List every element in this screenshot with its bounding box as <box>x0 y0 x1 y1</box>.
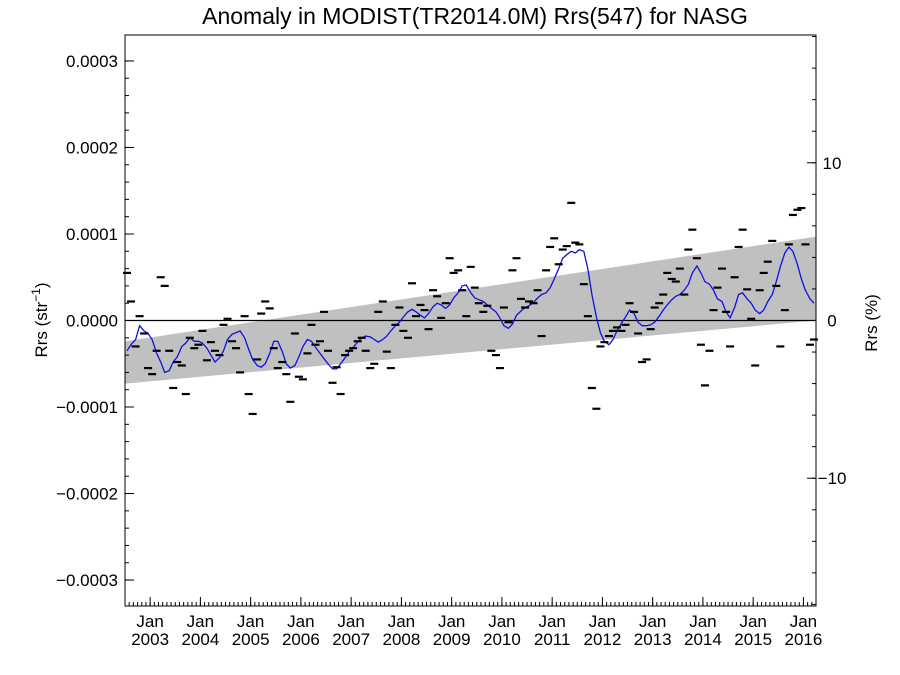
y-tick-label: −0.0002 <box>56 485 118 504</box>
y2-tick-label: 10 <box>823 154 842 173</box>
x-tick-month: Jan <box>589 612 616 631</box>
x-tick-year: 2016 <box>785 630 823 649</box>
x-tick-month: Jan <box>739 612 766 631</box>
x-tick-year: 2003 <box>131 630 169 649</box>
x-tick-month: Jan <box>237 612 264 631</box>
x-tick-month: Jan <box>187 612 214 631</box>
y-tick-label: 0.0000 <box>66 312 118 331</box>
y-axis-label: Rrs (str−1) <box>29 282 51 357</box>
y2-tick-label: 0 <box>827 312 836 331</box>
trend-band <box>125 236 816 384</box>
x-tick-month: Jan <box>287 612 314 631</box>
x-tick-year: 2004 <box>181 630 219 649</box>
x-tick-year: 2010 <box>483 630 521 649</box>
x-tick-year: 2012 <box>584 630 622 649</box>
x-tick-month: Jan <box>689 612 716 631</box>
x-tick-year: 2007 <box>332 630 370 649</box>
anomaly-line <box>126 245 815 374</box>
axes: 0.0003 0.0002 0.0001 0.0000 −0.0001 −0.0002 −0… <box>56 36 847 649</box>
x-tick-month: Jan <box>488 612 515 631</box>
x-tick-year: 2006 <box>282 630 320 649</box>
x-tick-year: 2005 <box>232 630 270 649</box>
x-tick-year: 2013 <box>634 630 672 649</box>
x-tick-year: 2008 <box>382 630 420 649</box>
x-tick-month: Jan <box>136 612 163 631</box>
x-tick-year: 2015 <box>734 630 772 649</box>
y2-tick-label: −10 <box>818 469 847 488</box>
x-tick-month: Jan <box>388 612 415 631</box>
x-tick-month: Jan <box>538 612 565 631</box>
chart-title: Anomaly in MODIST(TR2014.0M) Rrs(547) fo… <box>202 3 748 29</box>
y-tick-label: 0.0003 <box>66 52 118 71</box>
y2-axis-label: Rrs (%) <box>862 294 881 352</box>
x-tick-year: 2014 <box>684 630 722 649</box>
x-tick-month: Jan <box>639 612 666 631</box>
x-tick-month: Jan <box>790 612 817 631</box>
x-tick-month: Jan <box>438 612 465 631</box>
y-tick-label: 0.0001 <box>66 225 118 244</box>
x-tick-year: 2011 <box>534 630 571 649</box>
monthly-markers <box>123 201 818 416</box>
trend-band-area <box>125 236 816 384</box>
x-tick-month: Jan <box>337 612 364 631</box>
y-tick-label: −0.0001 <box>56 398 118 417</box>
x-tick-year: 2009 <box>433 630 471 649</box>
y-tick-label: −0.0003 <box>56 571 118 590</box>
anomaly-line-series <box>126 245 815 374</box>
y-tick-label: 0.0002 <box>66 138 118 157</box>
